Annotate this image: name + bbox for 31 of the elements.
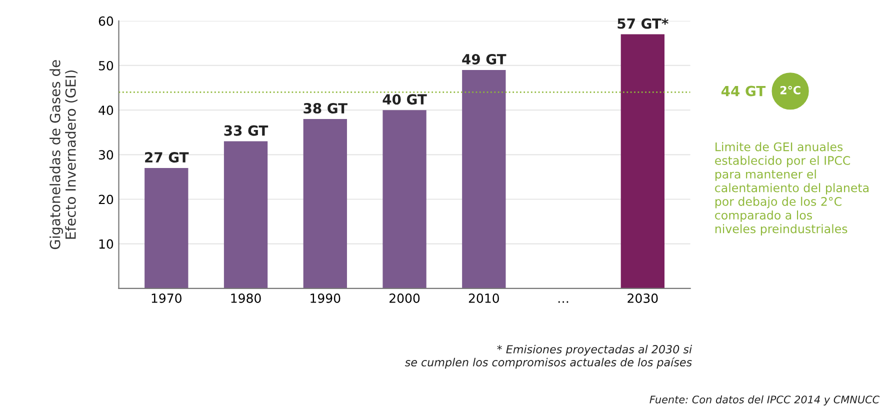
data-label: 49 GT (462, 54, 506, 64)
x-tick-label: 2030 (628, 294, 658, 303)
data-label: 33 GT (224, 125, 268, 136)
data-label: 27 GT (145, 152, 189, 163)
text: 2°C (780, 86, 800, 94)
bar (224, 141, 268, 288)
x-tick-label: 2010 (468, 294, 499, 303)
bar (462, 70, 506, 288)
y-tick-label: 40 (98, 106, 114, 115)
y-tick-label: 10 (99, 239, 114, 249)
y-tick-label: 50 (98, 60, 114, 70)
x-tick-label: … (558, 301, 568, 303)
ref-line-label: 44 GT (721, 86, 766, 96)
y-tick-label: 30 (98, 150, 114, 160)
x-tick-label: 1970 (152, 294, 182, 303)
bar (382, 110, 426, 288)
y-tick-label: 20 (98, 194, 114, 204)
text: Limite de GEI anuales establecido por el IPCC para mantener el calentamiento del planeta por debajo de los 2°C comparado a los niveles preindustriales (715, 142, 868, 236)
bar (144, 168, 188, 288)
y-tick-label: 60 (98, 16, 114, 26)
x-tick-label: 2000 (390, 294, 420, 303)
x-tick-label: 1990 (310, 294, 340, 303)
data-label: 38 GT (304, 103, 348, 114)
bar (620, 34, 664, 288)
text: * Emisiones proyectadas al 2030 si se cumplen los compromisos actuales de los países (404, 344, 692, 369)
data-label: 40 GT (382, 94, 427, 105)
source-note: Fuente: Con datos del IPCC 2014 y CMNUCC (650, 395, 880, 406)
x-tick-label: 1980 (231, 294, 261, 303)
bar (303, 118, 347, 288)
data-label: 57 GT* (618, 18, 668, 29)
y-axis-title: Gigatoneladas de Gases de Efecto Invernadero (GEI) (50, 60, 78, 250)
